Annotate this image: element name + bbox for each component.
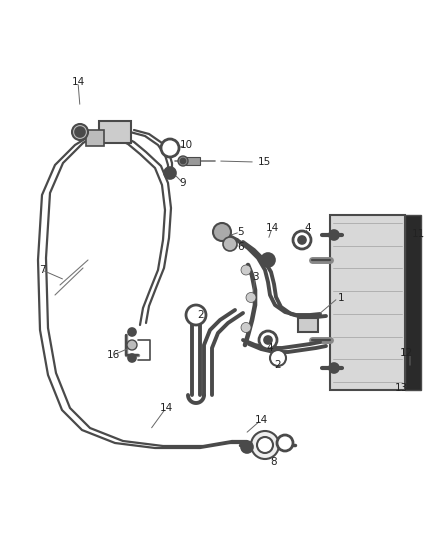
Text: 16: 16: [106, 350, 120, 360]
Circle shape: [264, 336, 272, 344]
Circle shape: [329, 363, 339, 373]
Circle shape: [180, 158, 186, 164]
Circle shape: [277, 435, 293, 451]
Circle shape: [246, 293, 256, 303]
Circle shape: [329, 230, 339, 240]
Text: 13: 13: [395, 383, 408, 393]
Text: 4: 4: [305, 223, 311, 233]
Text: 3: 3: [252, 272, 258, 282]
Text: 2: 2: [197, 310, 204, 320]
Circle shape: [75, 127, 85, 137]
Bar: [86, 130, 104, 146]
Circle shape: [213, 223, 231, 241]
Circle shape: [293, 231, 311, 249]
Bar: [99, 121, 131, 143]
Circle shape: [251, 431, 279, 459]
Circle shape: [72, 124, 88, 140]
Circle shape: [259, 331, 277, 349]
Circle shape: [241, 322, 251, 333]
Circle shape: [270, 350, 286, 366]
Circle shape: [128, 328, 136, 336]
Text: 12: 12: [400, 348, 413, 358]
Text: 14: 14: [159, 403, 173, 413]
Circle shape: [164, 167, 176, 179]
Text: 9: 9: [180, 178, 186, 188]
Bar: [298, 318, 318, 332]
Text: 11: 11: [412, 229, 425, 239]
Text: 15: 15: [258, 157, 271, 167]
Circle shape: [161, 139, 179, 157]
Circle shape: [128, 354, 136, 362]
Text: 8: 8: [271, 457, 277, 467]
Text: 14: 14: [265, 223, 279, 233]
Bar: [186, 157, 200, 165]
Bar: [330, 215, 405, 390]
Circle shape: [241, 265, 251, 275]
Circle shape: [178, 156, 188, 166]
Circle shape: [223, 237, 237, 251]
Text: 6: 6: [237, 242, 244, 252]
Text: 14: 14: [71, 77, 85, 87]
Circle shape: [127, 340, 137, 350]
Circle shape: [241, 441, 253, 453]
Text: 7: 7: [39, 265, 45, 275]
Text: 2: 2: [275, 360, 281, 370]
Circle shape: [186, 305, 206, 325]
Circle shape: [298, 236, 306, 244]
Text: 14: 14: [254, 415, 268, 425]
Bar: [405, 215, 421, 390]
Text: 5: 5: [237, 227, 244, 237]
Circle shape: [257, 437, 273, 453]
Text: 1: 1: [338, 293, 345, 303]
Circle shape: [261, 253, 275, 267]
Text: 4: 4: [267, 343, 273, 353]
Text: 10: 10: [180, 140, 193, 150]
